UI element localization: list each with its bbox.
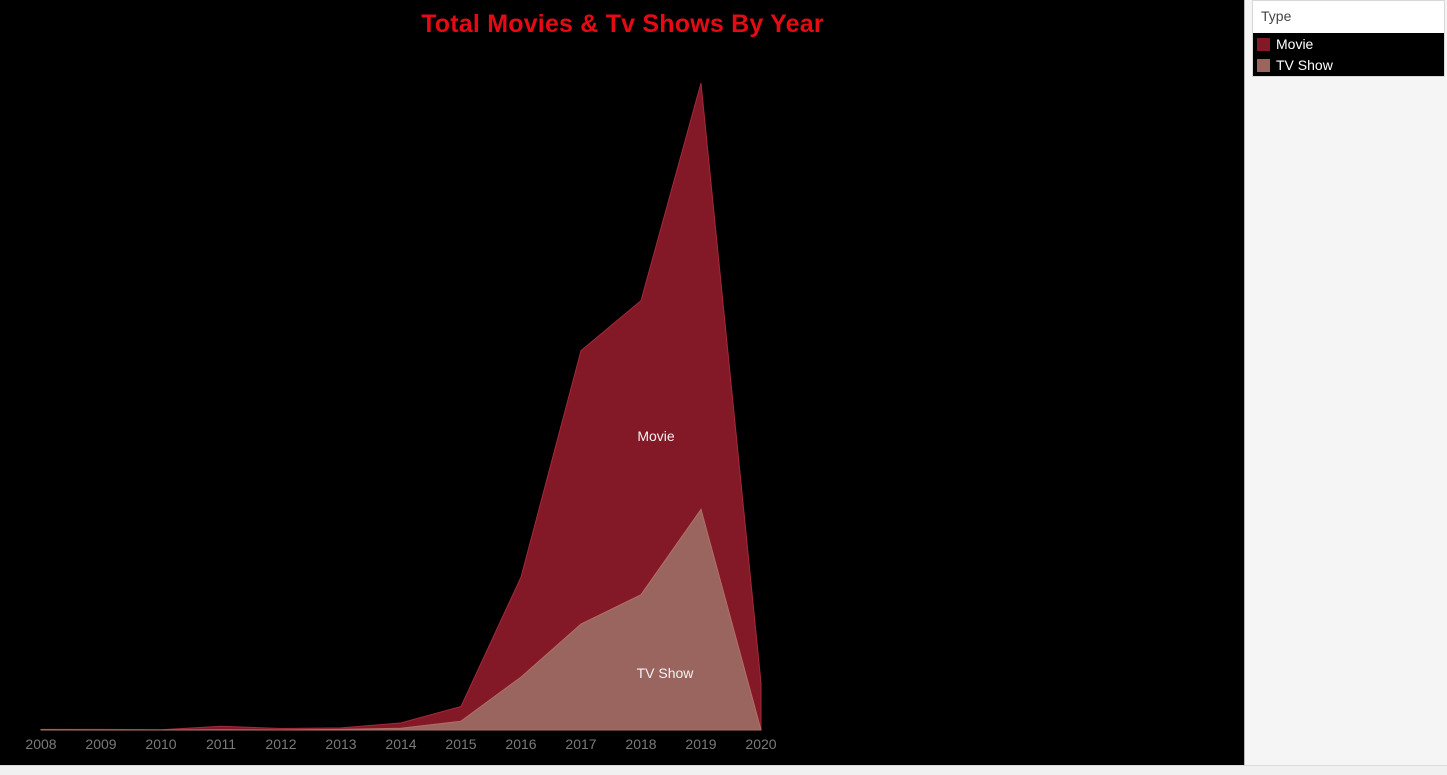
legend-item-movie[interactable]: Movie	[1257, 34, 1313, 54]
x-tick-label-2016: 2016	[505, 736, 536, 752]
x-tick-label-2008: 2008	[25, 736, 56, 752]
legend-label-tv-show: TV Show	[1276, 57, 1333, 73]
x-tick-label-2017: 2017	[565, 736, 596, 752]
bottom-strip	[0, 765, 1447, 775]
x-tick-label-2015: 2015	[445, 736, 476, 752]
x-tick-label-2010: 2010	[145, 736, 176, 752]
x-tick-label-2014: 2014	[385, 736, 416, 752]
legend: Type Movie TV Show	[1252, 0, 1445, 77]
legend-list: Movie TV Show	[1253, 33, 1444, 76]
chart-title: Total Movies & Tv Shows By Year	[421, 10, 824, 38]
x-tick-label-2013: 2013	[325, 736, 356, 752]
legend-swatch-tv-show	[1257, 58, 1270, 72]
x-tick-label-2012: 2012	[265, 736, 296, 752]
mark-label-tv-show: TV Show	[637, 665, 695, 681]
x-tick-label-2011: 2011	[206, 736, 236, 752]
chart-panel: Movie TV Show 2008 2009 2010 2011 2012 2013 2014…	[0, 0, 1245, 765]
x-tick-label-2009: 2009	[85, 736, 116, 752]
legend-item-tv-show[interactable]: TV Show	[1257, 55, 1333, 75]
x-tick-label-2018: 2018	[625, 736, 656, 752]
x-tick-label-2019: 2019	[685, 736, 716, 752]
x-tick-label-2020: 2020	[745, 736, 776, 752]
area-chart: Movie TV Show 2008 2009 2010 2011 2012 2013 2014…	[25, 82, 777, 752]
legend-title: Type	[1261, 8, 1292, 24]
mark-label-movie: Movie	[637, 428, 675, 444]
area-tv-show[interactable]	[40, 508, 762, 731]
legend-label-movie: Movie	[1276, 36, 1314, 52]
legend-swatch-movie	[1257, 37, 1270, 51]
